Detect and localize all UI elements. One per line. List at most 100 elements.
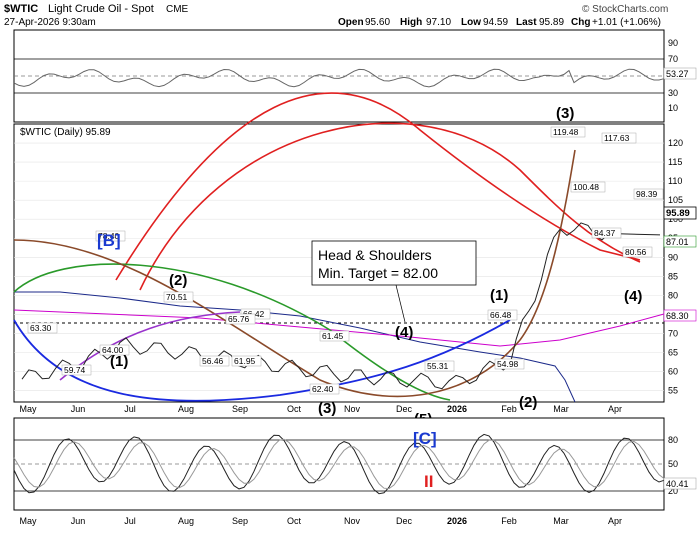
price-label-bg — [199, 355, 230, 367]
x-axis-month-main: Jul — [124, 404, 136, 414]
price-label: 84.37 — [594, 228, 616, 238]
high-label: High — [400, 17, 422, 28]
price-label: 59.74 — [64, 365, 86, 375]
wave-label: [B] — [97, 231, 121, 250]
bottom-oscillator-signal — [13, 438, 665, 490]
x-axis-month-main: Feb — [501, 404, 517, 414]
price-label: 117.63 — [604, 133, 630, 143]
wave-labels: [B](2)(1)(3)(4)(5)(3)(1)(2)(4) — [97, 105, 642, 428]
last-tag: 95.89 — [666, 208, 690, 219]
price-label: 64.00 — [102, 345, 124, 355]
main-grid — [14, 142, 664, 391]
x-axis-month-main: Dec — [396, 404, 413, 414]
x-axis-month-bottom: May — [19, 516, 37, 526]
last-label: Last — [516, 17, 537, 28]
arc-red — [115, 92, 641, 281]
open-label: Open — [338, 17, 364, 28]
x-axis-month-bottom: Apr — [608, 516, 622, 526]
x-axis-month-bottom: Jul — [124, 516, 136, 526]
main-axis-tick: 65 — [668, 347, 678, 357]
main-axis-tick: 60 — [668, 367, 678, 377]
bottom-axis-tick: 80 — [668, 435, 678, 445]
bottom-axis-tick: 50 — [668, 459, 678, 469]
top-value-tag: 53.27 — [666, 69, 689, 79]
price-labels: 119.48 117.63 100.48 98.39 84.37 80.56 78.40 70… — [27, 126, 664, 395]
header-exchange: CME — [166, 4, 189, 15]
top-axis-tick: 90 — [668, 38, 678, 48]
main-axis-tick: 85 — [668, 271, 678, 281]
tag-87-bg — [663, 235, 697, 248]
price-label: 119.48 — [553, 127, 579, 137]
x-axis-month-main: 2026 — [447, 404, 467, 414]
arc-brown — [13, 149, 576, 398]
main-axis: 120115110105100959085807570656055 — [668, 138, 683, 396]
price-label-bg — [570, 181, 606, 193]
x-axis-month-bottom: Jun — [71, 516, 86, 526]
tag-68: 68.30 — [666, 311, 689, 321]
hs-note-box — [311, 240, 477, 286]
low-value: 94.59 — [483, 17, 508, 28]
price-label-bg — [27, 322, 58, 334]
price-label: 55.31 — [427, 361, 449, 371]
x-axis-month-bottom: Dec — [396, 516, 413, 526]
chg-value: +1.01 (+1.06%) — [592, 17, 661, 28]
arc-red-upper — [139, 122, 641, 291]
x-axis-month-bottom: 2026 — [447, 516, 467, 526]
x-axis-month-main: Jun — [71, 404, 86, 414]
wave-label: (4) — [395, 324, 413, 341]
main-legend: $WTIC (Daily) 95.89 — [20, 127, 111, 138]
price-label-bg — [633, 188, 664, 200]
header-symbol: $WTIC — [4, 3, 38, 15]
price-label-bg — [319, 330, 350, 342]
x-axis-month-bottom: Mar — [553, 516, 569, 526]
main-axis-tick: 80 — [668, 290, 678, 300]
bottom-axis: 80 50 20 — [668, 435, 678, 496]
top-axis-tick: 30 — [668, 88, 678, 98]
top-axis-tick: 70 — [668, 54, 678, 64]
top-axis-tick: 10 — [668, 103, 678, 113]
price-label: 63.30 — [30, 323, 52, 333]
tag-87: 87.01 — [666, 237, 689, 247]
hs-note-pointer — [395, 284, 406, 323]
x-axis-month-main: Nov — [344, 404, 361, 414]
main-axis-tick: 90 — [668, 252, 678, 262]
price-label-bg — [163, 291, 194, 303]
x-axis-month-main: Oct — [287, 404, 302, 414]
top-value-tag-bg — [663, 67, 697, 80]
arc-purple — [59, 311, 241, 381]
header-name: Light Crude Oil - Spot — [48, 3, 154, 15]
last-value: 95.89 — [539, 17, 564, 28]
bottom-tag: 40.41 — [666, 479, 689, 489]
x-axis-month-main: May — [19, 404, 37, 414]
top-indicator-line — [13, 68, 665, 88]
price-label: 54.98 — [497, 359, 519, 369]
price-label: 98.39 — [636, 189, 658, 199]
price-label: 78.40 — [98, 231, 120, 241]
bottom-oscillator — [13, 433, 665, 495]
x-axis: May May Jun Jun Jul Jul Aug Aug Sep Sep Oct Oct Nov N… — [19, 404, 622, 526]
moving-average-blue — [14, 291, 576, 403]
trend-magenta — [13, 309, 665, 347]
price-label-bg — [487, 309, 518, 321]
price-label-bg — [601, 132, 637, 144]
x-axis-month-bottom: Oct — [287, 516, 302, 526]
wave-label: (1) — [110, 353, 128, 370]
x-axis-month-main: Apr — [608, 404, 622, 414]
price-label: 65.76 — [228, 314, 250, 324]
x-axis-month-bottom: Aug — [178, 516, 194, 526]
x-axis-month-bottom: Sep — [232, 516, 248, 526]
wave-label-c: [C] — [413, 429, 437, 448]
price-label: 100.48 — [573, 182, 599, 192]
bottom-tag-bg — [663, 477, 697, 490]
price-label: 70.51 — [166, 292, 188, 302]
wave-label: (2) — [519, 394, 537, 411]
copyright: © StockCharts.com — [582, 4, 668, 15]
price-label-bg — [61, 364, 92, 376]
price-label-bg — [231, 355, 262, 367]
wave-label-ii: II — [424, 472, 433, 491]
header-date: 27-Apr-2026 9:30am — [4, 17, 96, 28]
price-label-bg — [99, 344, 130, 356]
price-label: 61.95 — [234, 356, 256, 366]
x-axis-month-bottom: Nov — [344, 516, 361, 526]
main-axis-tick: 115 — [668, 157, 682, 167]
